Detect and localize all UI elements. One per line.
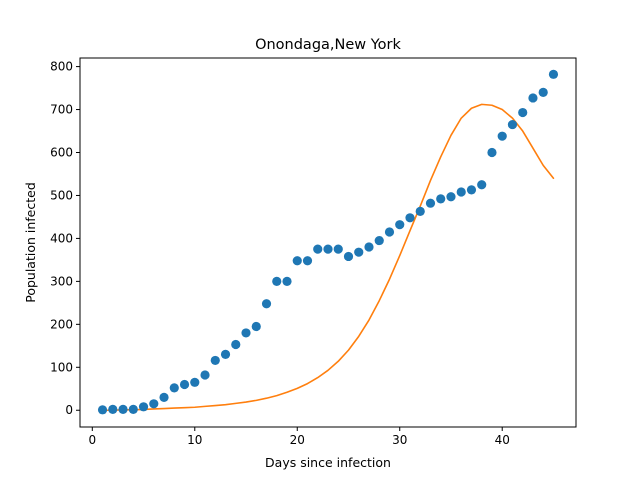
y-tick-label: 600 xyxy=(50,146,73,160)
observed-data-point xyxy=(190,377,200,387)
observed-data-point xyxy=(220,349,231,360)
y-tick-label: 700 xyxy=(50,103,73,117)
y-tick-label: 300 xyxy=(50,274,73,288)
x-tick-label: 10 xyxy=(187,433,202,447)
observed-data-point xyxy=(528,93,538,103)
axes-frame xyxy=(79,57,577,428)
y-tick-label: 100 xyxy=(50,360,73,374)
observed-data-point xyxy=(261,299,272,309)
y-tick-label: 200 xyxy=(50,317,73,331)
observed-data-point xyxy=(497,131,507,141)
plot-area xyxy=(97,69,559,415)
observed-data-point xyxy=(251,321,261,332)
model-curve-line xyxy=(101,103,555,412)
observed-data-point xyxy=(538,87,548,97)
observed-data-point xyxy=(169,383,179,393)
y-tick-label: 500 xyxy=(50,188,73,202)
observed-data-point xyxy=(108,404,118,414)
observed-data-point xyxy=(374,235,384,246)
observed-data-point xyxy=(333,244,343,254)
observed-data-point xyxy=(425,198,436,208)
observed-data-point xyxy=(159,392,169,402)
y-tick-label: 800 xyxy=(50,60,73,74)
y-axis: 0 100 200 300 400 500 600 700 800 xyxy=(50,60,80,417)
observed-data-point xyxy=(302,256,313,266)
x-tick-label: 20 xyxy=(290,433,305,447)
observed-data-point xyxy=(395,220,405,230)
observed-data-point xyxy=(97,405,108,415)
observed-data-point xyxy=(405,213,415,223)
x-tick-label: 30 xyxy=(392,433,407,447)
observed-data-point xyxy=(179,379,190,390)
observed-data-point xyxy=(446,192,456,202)
observed-data-point xyxy=(241,328,251,338)
observed-data-point xyxy=(456,187,466,197)
observed-data-point xyxy=(210,355,220,366)
observed-data-point xyxy=(200,370,210,380)
observed-data-point xyxy=(384,227,395,237)
observed-data-point xyxy=(518,107,528,118)
observed-data-point xyxy=(487,147,497,158)
y-axis-label: Population infected xyxy=(23,182,38,303)
y-tick-label: 0 xyxy=(65,403,73,417)
x-axis-label: Days since infection xyxy=(265,455,391,470)
observed-data-point xyxy=(138,402,149,412)
observed-data-point xyxy=(354,247,364,257)
observed-data-point xyxy=(231,339,241,350)
observed-data-point xyxy=(466,185,477,195)
y-tick-label: 400 xyxy=(50,231,73,245)
x-axis: 0 10 20 30 40 xyxy=(88,427,510,447)
observed-data-point xyxy=(118,404,128,414)
observed-data-point xyxy=(548,69,559,79)
observed-data-point xyxy=(282,276,292,286)
x-tick-label: 0 xyxy=(88,433,96,447)
observed-data-point xyxy=(313,244,323,254)
observed-data-point xyxy=(436,194,446,204)
observed-data-point xyxy=(323,244,333,254)
observed-data-point xyxy=(343,251,354,262)
observed-data-point xyxy=(477,180,487,190)
observed-data-point xyxy=(272,276,282,286)
observed-data-point xyxy=(292,256,302,266)
observed-data-point xyxy=(507,119,518,130)
x-tick-label: 40 xyxy=(495,433,510,447)
observed-data-point xyxy=(128,404,138,414)
observed-data-point xyxy=(364,242,374,252)
observed-data-point xyxy=(149,399,159,409)
chart-title: Onondaga,New York xyxy=(255,37,401,53)
observed-data-point xyxy=(415,206,425,216)
